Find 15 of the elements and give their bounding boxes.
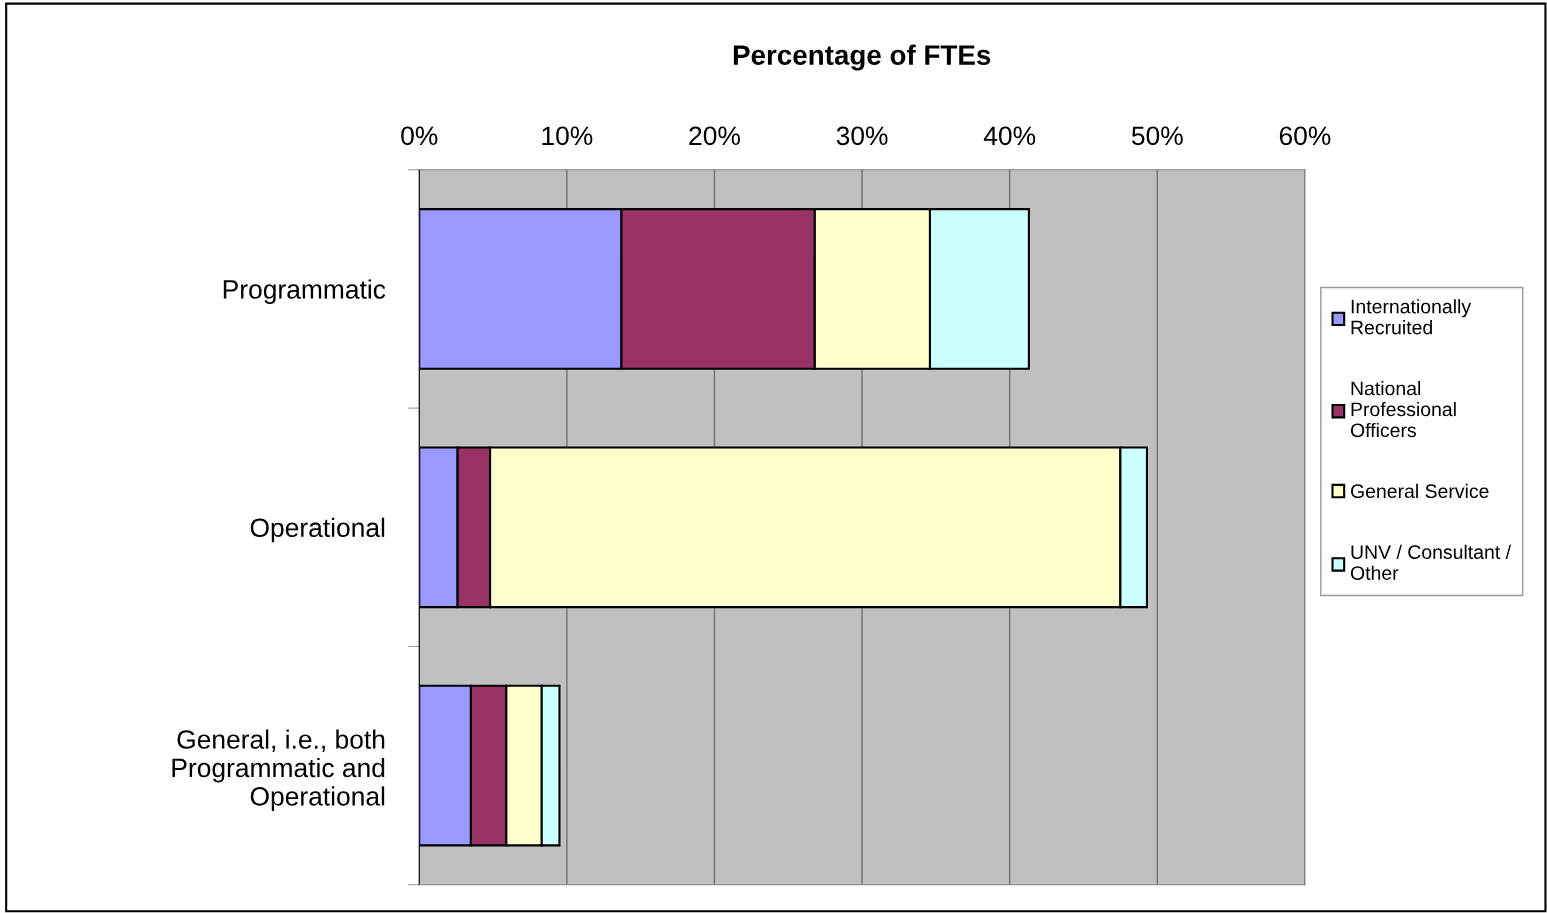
- x-tick-label: 10%: [542, 126, 593, 146]
- chart-title: Percentage of FTEs: [733, 44, 991, 71]
- x-tick-label: 0%: [401, 126, 438, 146]
- legend-label: UNV / Consultant / Other: [1350, 544, 1512, 580]
- x-tick-label: 60%: [1279, 126, 1331, 146]
- y-tick-label: Programmatic: [223, 279, 386, 304]
- x-tick-label: 50%: [1131, 126, 1183, 146]
- y-tick-label: General, i.e., both Programmatic and Operational: [172, 729, 385, 811]
- x-tick-label: 40%: [983, 126, 1036, 146]
- x-tick-label: 30%: [836, 126, 888, 146]
- legend-label: Internationally Recruited: [1351, 299, 1472, 335]
- legend-label: General Service: [1350, 483, 1489, 499]
- y-tick-label: Operational: [250, 517, 385, 543]
- x-tick-label: 20%: [689, 126, 740, 146]
- legend-label: National Professional Officers: [1350, 381, 1456, 438]
